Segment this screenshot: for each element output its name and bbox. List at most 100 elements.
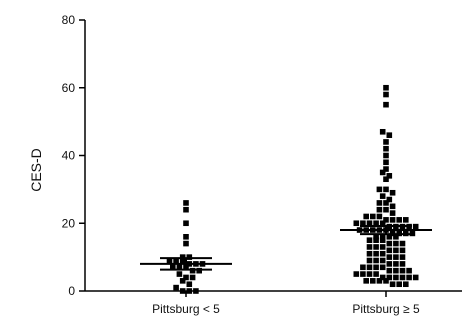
- data-point: [383, 176, 389, 183]
- data-point: [363, 278, 369, 284]
- data-point: [186, 281, 193, 288]
- data-point: [379, 257, 386, 264]
- data-point: [376, 186, 383, 193]
- data-point: [353, 220, 360, 227]
- data-point: [389, 210, 396, 216]
- data-point: [360, 220, 366, 227]
- data-point: [409, 230, 416, 237]
- data-point: [179, 278, 186, 284]
- data-point: [393, 274, 399, 281]
- data-point: [363, 213, 369, 220]
- data-point: [383, 217, 389, 223]
- data-point: [379, 220, 386, 227]
- data-point: [399, 240, 406, 247]
- data-point: [183, 200, 189, 206]
- data-point: [383, 101, 389, 108]
- data-point: [189, 274, 196, 281]
- data-point: [173, 257, 179, 264]
- data-point: [383, 206, 389, 213]
- data-point: [193, 288, 199, 294]
- x-tick-label: Pittsburg < 5: [152, 302, 220, 316]
- data-point: [366, 271, 373, 277]
- data-point: [386, 132, 393, 138]
- data-point: [403, 281, 409, 288]
- data-point: [403, 217, 409, 223]
- data-point: [379, 274, 386, 281]
- data-point: [383, 166, 389, 172]
- data-point: [373, 237, 379, 243]
- data-point: [373, 234, 379, 240]
- y-tick-label: 80: [62, 13, 76, 27]
- data-point: [379, 264, 386, 271]
- data-point: [393, 234, 399, 240]
- data-point: [383, 278, 389, 284]
- data-point: [389, 203, 396, 210]
- data-point: [393, 247, 399, 254]
- data-point: [383, 152, 389, 159]
- data-point: [386, 196, 393, 203]
- data-point: [406, 274, 412, 281]
- data-point: [379, 244, 386, 250]
- data-point: [353, 271, 360, 277]
- data-point: [393, 240, 399, 247]
- data-points: [166, 84, 419, 294]
- data-point: [179, 257, 186, 264]
- data-point: [399, 247, 406, 254]
- data-point: [399, 254, 406, 260]
- data-point: [406, 267, 412, 274]
- data-point: [379, 237, 386, 243]
- data-point: [179, 254, 186, 260]
- data-point: [366, 264, 373, 271]
- data-point: [373, 271, 379, 277]
- data-point: [373, 264, 379, 271]
- data-point: [189, 267, 196, 274]
- x-tick-label: Pittsburg ≥ 5: [352, 302, 420, 316]
- data-point: [396, 217, 402, 223]
- data-point: [383, 200, 389, 206]
- data-point: [389, 281, 396, 288]
- y-tick-label: 40: [62, 149, 76, 163]
- data-point: [383, 159, 389, 166]
- data-point: [399, 274, 406, 281]
- data-point: [376, 200, 383, 206]
- data-point: [183, 220, 189, 227]
- data-point: [373, 220, 379, 227]
- data-point: [360, 264, 366, 271]
- data-point: [386, 254, 393, 260]
- data-point: [383, 139, 389, 145]
- data-point: [386, 247, 393, 254]
- y-tick-label: 20: [62, 216, 76, 230]
- data-point: [379, 250, 386, 257]
- data-point: [373, 244, 379, 250]
- data-point: [366, 237, 373, 243]
- data-point: [366, 220, 373, 227]
- data-point: [386, 240, 393, 247]
- data-point: [386, 261, 393, 267]
- data-point: [186, 288, 193, 294]
- y-tick-label: 0: [68, 284, 75, 298]
- data-point: [166, 257, 173, 264]
- data-point: [396, 281, 402, 288]
- y-axis: 0 20 40 60 80: [62, 13, 86, 298]
- data-point: [186, 254, 193, 260]
- data-point: [412, 223, 419, 230]
- data-point: [370, 278, 376, 284]
- data-point: [389, 189, 396, 196]
- data-point: [183, 240, 189, 247]
- data-point: [370, 213, 376, 220]
- y-axis-label: CES-D: [28, 148, 44, 192]
- data-point: [183, 274, 189, 281]
- mean-markers: [140, 224, 432, 271]
- data-point: [179, 288, 186, 294]
- data-point: [376, 206, 383, 213]
- data-point: [393, 254, 399, 260]
- data-point: [366, 250, 373, 257]
- data-point: [176, 271, 183, 277]
- data-point: [379, 169, 386, 176]
- data-point: [399, 267, 406, 274]
- data-point: [173, 284, 179, 291]
- data-point: [383, 186, 389, 193]
- data-point: [383, 91, 389, 98]
- data-point: [379, 128, 386, 135]
